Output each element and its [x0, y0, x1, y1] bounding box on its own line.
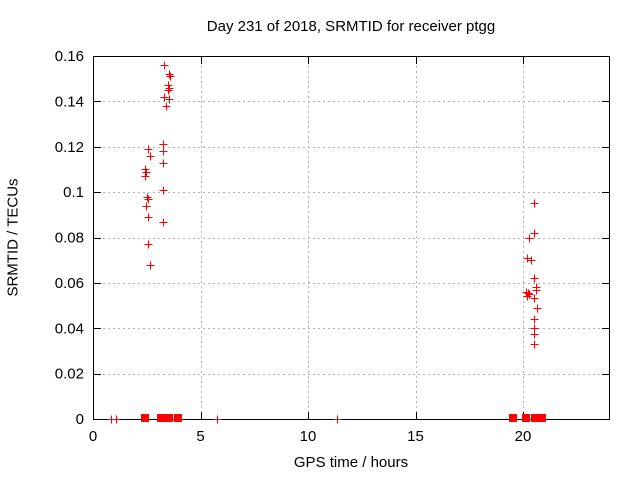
data-point-marker: [144, 195, 153, 204]
data-point-marker: [525, 234, 534, 243]
data-point-marker: [530, 199, 539, 208]
data-point-marker: [112, 415, 121, 424]
y-tick-label: 0.14: [55, 93, 84, 110]
data-point-marker: [146, 261, 155, 270]
data-point-marker: [523, 292, 532, 301]
baseline-cluster-marker: [538, 414, 546, 422]
data-point-marker: [164, 86, 173, 95]
data-point-marker: [159, 147, 168, 156]
data-point-marker: [213, 415, 222, 424]
x-axis-label: GPS time / hours: [293, 454, 409, 471]
y-tick-label: 0.12: [55, 139, 84, 156]
data-point-marker: [144, 240, 153, 249]
baseline-cluster-marker: [141, 414, 149, 422]
grid-lines: [93, 56, 609, 419]
data-point-marker: [159, 140, 168, 149]
x-tick-label: 0: [89, 428, 97, 445]
data-point-marker: [525, 290, 534, 299]
baseline-cluster-marker: [165, 414, 173, 422]
series-baseline-isolated: [107, 415, 342, 424]
data-point-marker: [142, 202, 151, 211]
data-point-marker: [162, 102, 171, 111]
data-point-marker: [165, 95, 174, 104]
data-point-marker: [166, 72, 175, 81]
data-point-marker: [530, 294, 539, 303]
x-tick-label: 10: [300, 428, 317, 445]
y-tick-label: 0.06: [55, 275, 84, 292]
data-point-marker: [527, 256, 536, 265]
y-tick-labels: 0 0.02 0.04 0.06 0.08 0.1 0.12 0.14 0.16: [55, 48, 84, 428]
baseline-cluster-marker: [522, 414, 530, 422]
data-point-marker: [146, 152, 155, 161]
data-point-marker: [142, 168, 151, 177]
series-morning-cluster: [141, 61, 175, 270]
baseline-cluster-marker: [531, 414, 539, 422]
data-point-marker: [159, 218, 168, 227]
data-point-marker: [532, 286, 541, 295]
data-point-marker: [533, 304, 542, 313]
data-point-marker: [144, 145, 153, 154]
y-tick-label: 0.08: [55, 230, 84, 247]
x-tick-label: 20: [515, 428, 532, 445]
y-tick-label: 0: [76, 411, 84, 428]
data-point-marker: [333, 415, 342, 424]
data-point-marker: [160, 61, 169, 70]
y-tick-label: 0.1: [63, 184, 84, 201]
y-tick-label: 0.16: [55, 48, 84, 65]
data-point-marker: [530, 340, 539, 349]
baseline-cluster-marker: [174, 414, 182, 422]
data-point-marker: [160, 93, 169, 102]
data-point-marker: [165, 70, 174, 79]
data-point-marker: [523, 254, 532, 263]
baseline-cluster-marker: [157, 414, 165, 422]
axis-ticks: [93, 56, 609, 420]
data-point-marker: [159, 159, 168, 168]
data-point-marker: [530, 274, 539, 283]
baseline-cluster-marker: [509, 414, 517, 422]
data-point-marker: [530, 229, 539, 238]
baseline-clusters: [141, 414, 546, 422]
data-point-marker: [143, 193, 152, 202]
data-point-marker: [159, 186, 168, 195]
x-tick-label: 5: [196, 428, 204, 445]
series-evening-cluster: [522, 199, 542, 349]
data-point-marker: [144, 213, 153, 222]
data-point-marker: [165, 84, 174, 93]
plot-border: [93, 56, 610, 420]
data-point-marker: [141, 172, 150, 181]
y-tick-label: 0.04: [55, 320, 84, 337]
x-tick-label: 15: [407, 428, 424, 445]
data-point-marker: [530, 330, 539, 339]
y-tick-label: 0.02: [55, 366, 84, 383]
data-point-marker: [530, 315, 539, 324]
x-tick-labels: 0 5 10 15 20: [89, 428, 532, 445]
chart-title: Day 231 of 2018, SRMTID for receiver ptg…: [206, 18, 496, 35]
